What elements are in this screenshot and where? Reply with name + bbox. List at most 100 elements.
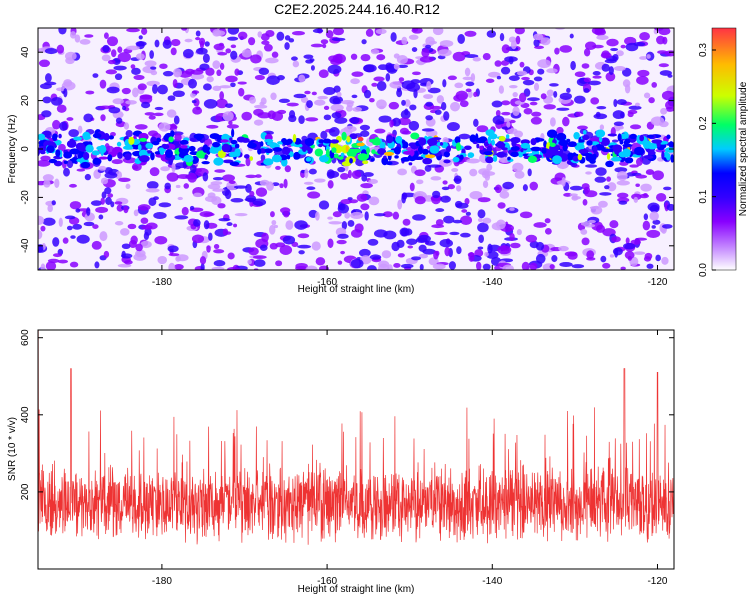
spectrogram-cell (651, 82, 658, 88)
spectrogram-cell (511, 140, 517, 147)
spectrogram-cell (70, 235, 76, 239)
spectrogram-cell (614, 248, 619, 258)
spectrogram-cell (407, 245, 414, 249)
spectrogram-cell (427, 164, 442, 168)
spectrogram-cell (384, 151, 395, 156)
spectrogram-cell (230, 44, 237, 49)
snr-frame (37, 329, 675, 570)
spectrogram-cell (298, 74, 306, 83)
spectrogram-cell (439, 239, 453, 248)
spectrogram-cell (293, 143, 304, 148)
spectrogram-cell (499, 32, 505, 42)
spectrogram-cell (605, 160, 614, 168)
spectrogram-x-tick-label: -180 (152, 277, 172, 288)
spectrogram-cell (458, 133, 471, 140)
spectrogram-cell (269, 242, 278, 250)
spectrogram-cell (590, 97, 600, 105)
spectrogram-cell (227, 36, 239, 41)
spectrogram-cell (170, 39, 181, 47)
spectrogram-cell (264, 148, 273, 154)
spectrogram-cell (100, 147, 105, 156)
spectrogram-cell (103, 133, 110, 141)
spectrogram-cell (137, 144, 142, 151)
spectrogram-cell (629, 164, 639, 168)
spectrogram-cell (464, 30, 477, 37)
spectrogram-cell (325, 148, 330, 158)
spectrogram-cell (466, 158, 480, 164)
spectrogram-cell (640, 183, 652, 192)
spectrogram-cell (276, 75, 285, 81)
spectrogram-cell (212, 188, 225, 192)
spectrogram-cell (464, 54, 479, 59)
spectrogram-cell (138, 35, 143, 40)
spectrogram-cell (598, 136, 603, 143)
snr-x-ticks: -180 -160 -140 -120 (152, 330, 668, 587)
spectrogram-cell (624, 157, 634, 164)
spectrogram-cell (95, 206, 109, 214)
spectrogram-cell (360, 130, 370, 137)
spectrogram-cell (137, 204, 151, 211)
spectrogram-cell (70, 31, 77, 39)
spectrogram-cell (206, 124, 219, 129)
spectrogram-cell (144, 112, 155, 116)
spectrogram-panel: -180 -160 -140 -120 -40 -20 0 20 40 Height of s… (7, 27, 675, 295)
spectrogram-cell (100, 177, 109, 185)
spectrogram-cell (152, 141, 160, 146)
spectrogram-cell (347, 169, 352, 179)
spectrogram-cell (647, 142, 658, 150)
spectrogram-cell (114, 201, 123, 205)
spectrogram-cell (234, 212, 248, 217)
spectrogram-cell (360, 183, 373, 189)
spectrogram-cell (482, 263, 491, 270)
spectrogram-cell (45, 73, 52, 83)
spectrogram-cell (351, 170, 362, 179)
spectrogram-cell (371, 149, 376, 155)
spectrogram-cell (435, 208, 445, 213)
spectrogram-cell (117, 263, 132, 268)
spectrogram-cell (474, 249, 484, 257)
spectrogram-cell (213, 157, 224, 166)
spectrogram-cell (397, 199, 403, 210)
spectrogram-cell (57, 259, 69, 264)
spectrogram-cell (92, 73, 99, 78)
spectrogram-cell (464, 198, 470, 205)
spectrogram-cell (516, 229, 522, 236)
spectrogram-cell (227, 28, 240, 35)
spectrogram-cell (203, 83, 212, 91)
spectrogram-cell (409, 104, 417, 111)
spectrogram-cell (400, 263, 414, 269)
spectrogram-cell (652, 170, 664, 181)
spectrogram-cell (243, 154, 250, 159)
spectrogram-cell (655, 254, 661, 262)
spectrogram-cell (370, 158, 375, 162)
spectrogram-cell (354, 223, 364, 233)
spectrogram-cell (284, 165, 291, 173)
spectrogram-cell (74, 34, 81, 43)
spectrogram-cell (184, 38, 193, 43)
spectrogram-cell (593, 113, 608, 120)
spectrogram-cell (105, 69, 118, 75)
spectrogram-cell (250, 54, 262, 64)
spectrogram-cell (418, 253, 429, 259)
snr-y-tick-label: 600 (20, 329, 31, 346)
spectrogram-cell (91, 240, 102, 250)
spectrogram-cell (459, 154, 464, 160)
spectrogram-cell (222, 111, 234, 122)
spectrogram-cell (270, 92, 277, 101)
spectrogram-cell (344, 212, 351, 219)
spectrogram-cell (98, 165, 107, 171)
spectrogram-cell (514, 170, 525, 179)
spectrogram-cell (627, 255, 632, 261)
spectrogram-cell (220, 139, 229, 143)
spectrogram-cell (393, 53, 400, 59)
spectrogram-cell (181, 206, 189, 216)
spectrogram-cell (130, 64, 136, 69)
spectrogram-cell (113, 65, 127, 71)
spectrogram-cell (370, 48, 380, 55)
spectrogram-cell (328, 221, 343, 225)
spectrogram-cell (540, 93, 547, 100)
spectrogram-cell (298, 115, 305, 124)
spectrogram-cell (99, 79, 107, 89)
spectrogram-cell (249, 156, 254, 161)
spectrogram-cell (182, 48, 194, 59)
